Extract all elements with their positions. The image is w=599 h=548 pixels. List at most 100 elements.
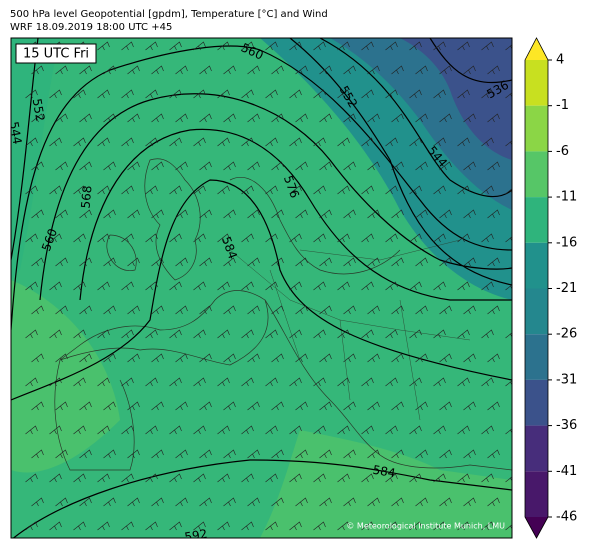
colorbar-band: [525, 60, 548, 106]
wind-barb: [319, 161, 332, 171]
wind-barb: [103, 257, 116, 267]
wind-barb: [127, 209, 140, 219]
wind-barb: [319, 449, 332, 459]
wind-barb: [367, 449, 380, 459]
credit: © Meteorological Institute Munich, LMU: [346, 522, 505, 531]
wind-barb: [463, 161, 476, 171]
wind-barb: [55, 305, 68, 315]
wind-barb: [439, 209, 452, 219]
wind-barb: [433, 473, 446, 483]
wind-barb: [511, 265, 512, 267]
wind-barb: [145, 41, 158, 51]
wind-barb: [169, 233, 182, 243]
wind-barb: [433, 233, 446, 243]
colorbar-band: [525, 242, 548, 289]
wind-barb: [463, 305, 476, 315]
wind-barb: [151, 305, 164, 315]
wind-barb: [103, 353, 116, 363]
wind-barb: [361, 41, 374, 51]
wind-barb: [49, 137, 62, 147]
wind-barb: [487, 257, 500, 267]
wind-barb: [103, 401, 116, 411]
wind-barb: [127, 449, 140, 459]
wind-barb: [175, 65, 188, 75]
wind-barb: [127, 161, 140, 171]
wind-barb: [271, 257, 284, 267]
wind-barb: [319, 497, 332, 507]
colorbar-tick-label: -36: [556, 418, 577, 433]
colorbar-tick-label: -6: [556, 144, 569, 159]
colorbar-tick-label: 4: [556, 53, 564, 68]
wind-barb: [25, 329, 38, 339]
wind-barb: [31, 161, 44, 171]
wind-barb: [409, 281, 422, 291]
wind-barb: [511, 313, 512, 315]
wind-barb: [361, 425, 374, 435]
contour: [39, 93, 512, 301]
wind-barb: [289, 233, 302, 243]
wind-barb: [175, 209, 188, 219]
wind-barb: [313, 281, 326, 291]
wind-barb: [55, 209, 68, 219]
wind-barb: [385, 425, 398, 435]
wind-barb: [337, 521, 350, 531]
wind-barb: [103, 65, 116, 75]
wind-barb: [289, 89, 302, 99]
wind-barb: [337, 137, 350, 147]
wind-barb: [361, 377, 374, 387]
wind-barb: [97, 89, 110, 99]
wind-barb: [391, 305, 404, 315]
wind-barb: [199, 497, 212, 507]
wind-barb: [103, 209, 116, 219]
wind-barb: [55, 449, 68, 459]
wind-barb: [457, 329, 470, 339]
wind-barb: [241, 233, 254, 243]
wind-barb: [319, 65, 332, 75]
wind-barb: [223, 497, 236, 507]
coastline: [229, 177, 401, 275]
temp-field: [400, 38, 512, 160]
wind-barb: [49, 521, 62, 531]
wind-barb: [343, 113, 356, 123]
wind-barb: [361, 185, 374, 195]
wind-barb: [103, 305, 116, 315]
wind-barb: [169, 41, 182, 51]
wind-barb: [199, 449, 212, 459]
wind-barb: [457, 89, 470, 99]
wind-barb: [361, 281, 374, 291]
wind-barb: [199, 305, 212, 315]
wind-barb: [433, 521, 446, 531]
wind-barb: [175, 305, 188, 315]
wind-barb: [73, 233, 86, 243]
wind-barb: [481, 137, 494, 147]
wind-barb: [487, 113, 500, 123]
wind-barb: [151, 401, 164, 411]
wind-barb: [409, 521, 422, 531]
wind-barb: [367, 497, 380, 507]
wind-barb: [193, 41, 206, 51]
wind-barb: [289, 185, 302, 195]
wind-barb: [337, 233, 350, 243]
wind-barb: [337, 185, 350, 195]
colorbar-band: [525, 288, 548, 335]
wind-barb: [439, 113, 452, 123]
wind-barb: [247, 497, 260, 507]
wind-barb: [79, 497, 92, 507]
wind-barb: [103, 113, 116, 123]
wind-barb: [73, 137, 86, 147]
wind-barb: [337, 473, 350, 483]
wind-barb: [97, 185, 110, 195]
wind-barb: [313, 329, 326, 339]
wind-barb: [361, 137, 374, 147]
wind-barb: [169, 137, 182, 147]
colorbar: 4 -1 -6 -11 -16 -21 -26 -31 -36 -41 -46: [524, 37, 577, 539]
wind-barb: [175, 161, 188, 171]
wind-barb: [241, 281, 254, 291]
wind-barb: [289, 41, 302, 51]
wind-barb: [487, 65, 500, 75]
wind-barb: [343, 497, 356, 507]
wind-barb: [367, 161, 380, 171]
wind-barb: [49, 281, 62, 291]
wind-barb: [343, 353, 356, 363]
